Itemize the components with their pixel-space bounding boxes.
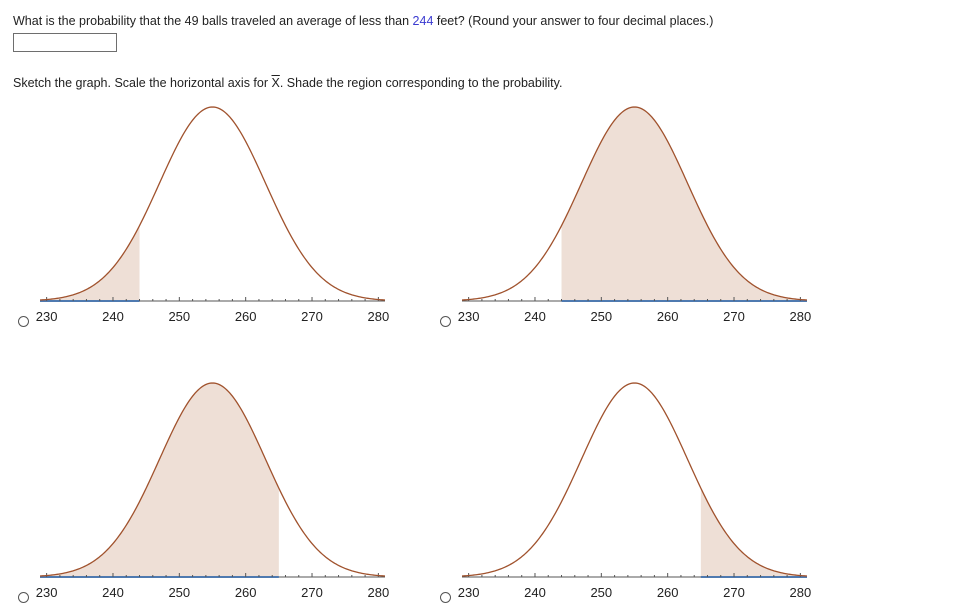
tick-label: 270 [723, 309, 745, 324]
question-prefix: What is the probability that the 49 ball… [13, 14, 413, 28]
instruction-suffix: . Shade the region corresponding to the … [279, 76, 563, 90]
instruction-prefix: Sketch the graph. Scale the horizontal a… [13, 76, 272, 90]
tick-label: 280 [789, 585, 812, 600]
option-radio[interactable] [18, 316, 29, 327]
tick-label: 230 [457, 309, 480, 324]
tick-label: 230 [35, 309, 58, 324]
tick-label: 240 [524, 585, 546, 600]
tick-label: 260 [656, 585, 679, 600]
tick-label: 270 [301, 309, 323, 324]
density-curve [461, 106, 808, 301]
tick-label: 250 [168, 585, 191, 600]
tick-label: 270 [723, 585, 745, 600]
tick-label: 260 [656, 309, 679, 324]
tick-label: 240 [102, 309, 124, 324]
tick-label: 280 [789, 309, 812, 324]
shaded-region [561, 107, 807, 301]
shaded-region [700, 488, 807, 577]
normal-curve-chart [39, 106, 386, 302]
tick-label: 280 [367, 309, 390, 324]
question-suffix: feet? (Round your answer to four decimal… [433, 14, 714, 28]
option-d[interactable]: 230 240 250 260 270 280 [440, 371, 860, 611]
option-c[interactable]: 230 240 250 260 270 280 [18, 371, 438, 611]
tick-label: 250 [168, 309, 191, 324]
question-text: What is the probability that the 49 ball… [13, 14, 713, 28]
instruction-text: Sketch the graph. Scale the horizontal a… [13, 76, 562, 90]
normal-curve-chart [39, 382, 386, 578]
tick-label: 260 [234, 585, 257, 600]
density-curve [39, 106, 386, 301]
tick-label: 240 [524, 309, 546, 324]
normal-curve-chart [461, 106, 808, 302]
tick-label: 230 [457, 585, 480, 600]
option-a[interactable]: 230 240 250 260 270 280 [18, 95, 438, 335]
tick-label: 260 [234, 309, 257, 324]
x-bar-symbol: X [271, 76, 280, 90]
tick-label: 270 [301, 585, 323, 600]
shaded-region [40, 383, 279, 577]
shaded-region [40, 225, 140, 301]
tick-label: 250 [590, 309, 613, 324]
density-curve [39, 382, 386, 577]
tick-label: 230 [35, 585, 58, 600]
normal-curve-chart [461, 382, 808, 578]
tick-label: 240 [102, 585, 124, 600]
option-radio[interactable] [440, 316, 451, 327]
tick-label: 250 [590, 585, 613, 600]
question-highlight-value: 244 [412, 14, 434, 28]
answer-input[interactable] [13, 33, 117, 52]
density-curve [461, 382, 808, 577]
tick-label: 280 [367, 585, 390, 600]
option-b[interactable]: 230 240 250 260 270 280 [440, 95, 860, 335]
